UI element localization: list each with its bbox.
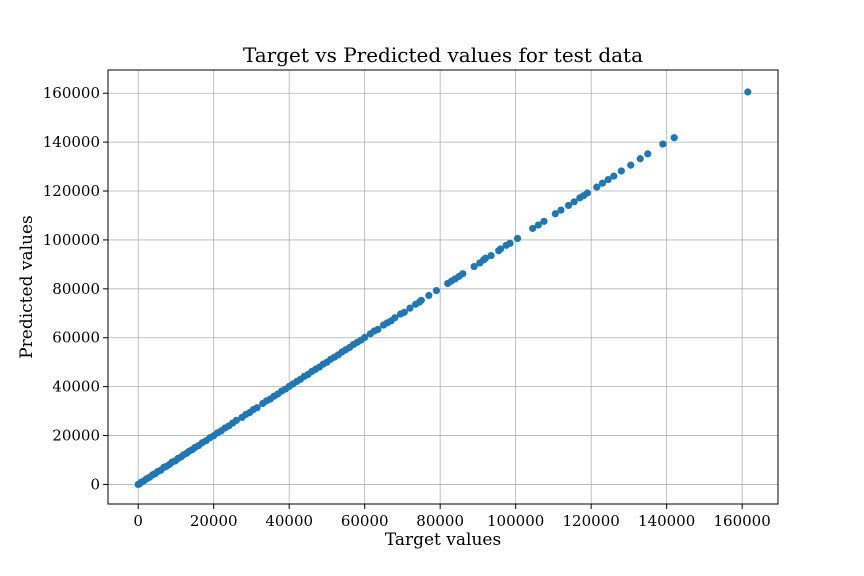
data-point — [391, 314, 399, 322]
data-point — [570, 198, 578, 206]
data-point — [670, 134, 678, 142]
data-point — [617, 167, 625, 175]
data-point — [459, 270, 467, 278]
x-tick-label: 60000 — [341, 512, 389, 530]
data-point — [400, 308, 408, 316]
data-point — [744, 88, 752, 96]
y-tick-label: 60000 — [52, 329, 100, 347]
x-tick-label: 40000 — [265, 512, 313, 530]
y-tick-label: 100000 — [43, 231, 100, 249]
data-point — [636, 155, 644, 163]
plot-frame — [107, 69, 779, 505]
data-points — [134, 88, 752, 489]
data-point — [540, 217, 548, 225]
data-point — [232, 416, 240, 424]
data-point — [557, 206, 565, 214]
data-point — [496, 245, 505, 253]
data-point — [604, 175, 612, 184]
x-axis-label: Target values — [385, 530, 501, 550]
y-tick-label: 140000 — [43, 133, 100, 151]
data-point — [374, 325, 382, 334]
data-point — [432, 286, 440, 295]
data-point — [659, 140, 667, 148]
data-point — [564, 201, 573, 210]
x-tick-label: 100000 — [487, 512, 544, 530]
x-tick-label: 140000 — [638, 512, 695, 530]
data-point — [529, 224, 537, 233]
data-point — [627, 161, 635, 169]
data-point — [506, 239, 514, 247]
x-tick-label: 160000 — [714, 512, 771, 530]
y-tick-label: 80000 — [52, 280, 100, 298]
x-tick-label: 20000 — [190, 512, 238, 530]
y-tick-label: 40000 — [52, 378, 100, 396]
y-tick-label: 20000 — [52, 427, 100, 445]
data-point — [551, 210, 559, 218]
data-point — [417, 296, 425, 304]
x-tick-label: 80000 — [416, 512, 464, 530]
data-point — [481, 254, 490, 262]
data-point — [470, 262, 478, 271]
data-point — [253, 404, 261, 412]
y-tick-label: 120000 — [43, 182, 100, 200]
data-point — [644, 150, 652, 158]
y-axis-label: Predicted values — [17, 215, 37, 359]
data-point — [534, 221, 542, 229]
data-point — [406, 304, 414, 312]
x-tick-label: 120000 — [563, 512, 620, 530]
x-tick-label: 0 — [133, 512, 143, 530]
axis-ticks: 0 20000 40000 60000 80000 100000 120000 140000 1… — [43, 84, 771, 530]
data-point — [513, 234, 522, 243]
data-point — [610, 172, 618, 180]
chart-title: Target vs Predicted values for test data — [243, 43, 643, 67]
data-point — [598, 179, 607, 187]
data-point — [583, 189, 591, 197]
data-point — [361, 333, 369, 342]
y-tick-label: 160000 — [43, 84, 100, 102]
data-point — [487, 251, 495, 260]
y-tick-label: 0 — [90, 475, 100, 493]
data-point — [593, 183, 601, 191]
data-point — [425, 291, 433, 300]
